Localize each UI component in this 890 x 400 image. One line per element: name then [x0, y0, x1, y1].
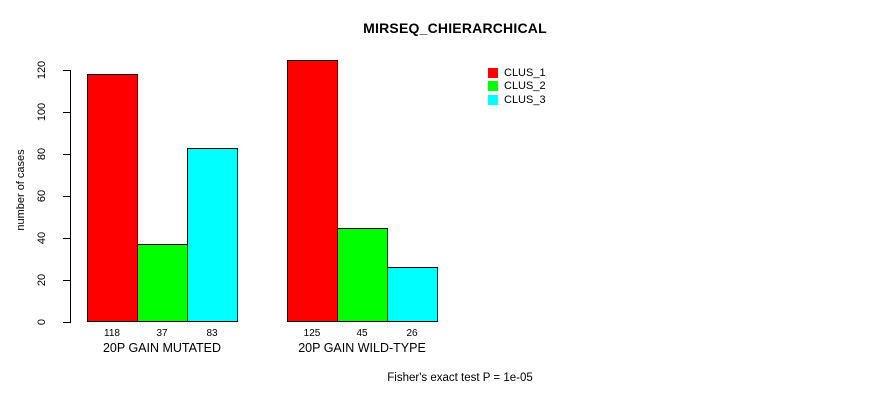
y-tick-label-120: 120	[36, 60, 48, 80]
y-tick-mark-20	[63, 279, 70, 281]
bar-value-label: 26	[406, 328, 418, 339]
legend-label: CLUS_3	[504, 93, 546, 106]
bar-clus-2-g2	[337, 227, 388, 322]
y-tick-label-100: 100	[36, 102, 48, 122]
y-axis-label: number of cases	[15, 149, 27, 231]
legend-label: CLUS_1	[504, 66, 546, 79]
bar-clus-3-g2	[387, 267, 438, 322]
legend-label: CLUS_2	[504, 80, 546, 93]
chart-title: MIRSEQ_CHIERARCHICAL	[363, 20, 547, 36]
legend-swatch-clus-2	[488, 81, 498, 92]
y-tick-label-60: 60	[36, 189, 48, 203]
bar-value-label: 83	[206, 328, 218, 339]
legend-row-clus-2: CLUS_2	[488, 80, 546, 94]
bar-value-label: 37	[156, 328, 168, 339]
bar-value-label: 118	[104, 328, 120, 339]
bar-clus-1-g2	[287, 59, 338, 322]
y-tick-mark-0	[63, 321, 70, 323]
annotation-text: Fisher's exact test P = 1e-05	[387, 372, 533, 384]
y-tick-mark-120	[63, 69, 70, 71]
bar-value-label: 125	[303, 328, 321, 339]
y-tick-mark-60	[63, 195, 70, 197]
y-tick-mark-40	[63, 237, 70, 239]
legend-row-clus-3: CLUS_3	[488, 93, 546, 107]
legend-swatch-clus-1	[488, 67, 498, 78]
bar-value-label: 45	[356, 328, 368, 339]
y-tick-mark-80	[63, 153, 70, 155]
bar-clus-2-g1	[137, 244, 188, 322]
legend-swatch-clus-3	[488, 94, 498, 105]
y-tick-mark-100	[63, 111, 70, 113]
y-tick-label-0: 0	[36, 318, 48, 326]
legend-row-clus-1: CLUS_1	[488, 66, 546, 80]
category-label: 20P GAIN MUTATED	[102, 341, 222, 355]
bar-clus-3-g1	[187, 147, 238, 322]
legend: CLUS_1 CLUS_2 CLUS_3	[488, 66, 546, 107]
y-tick-label-80: 80	[36, 147, 48, 161]
y-tick-label-40: 40	[36, 231, 48, 245]
y-tick-label-20: 20	[36, 273, 48, 287]
category-label: 20P GAIN WILD-TYPE	[298, 341, 426, 355]
y-axis-line	[70, 70, 71, 323]
bar-clus-1-g1	[87, 74, 138, 322]
